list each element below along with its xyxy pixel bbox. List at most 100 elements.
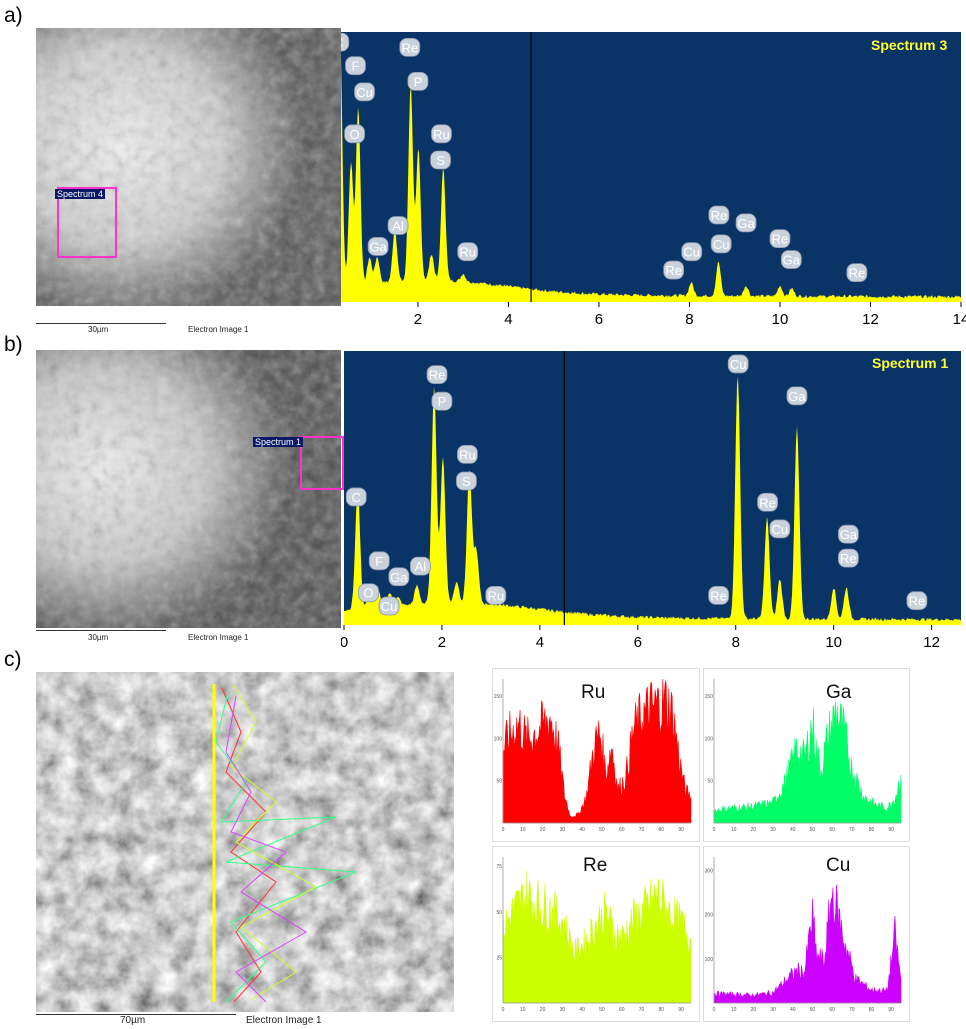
peak-label: S: [430, 150, 451, 170]
peak-label-text: Ga: [783, 253, 801, 268]
x-tick-label: 10: [520, 1007, 526, 1013]
y-tick-label: 50: [496, 910, 502, 916]
peak-label-text: Ru: [459, 245, 476, 260]
x-tick-label: 60: [829, 827, 835, 833]
x-tick-label: 80: [869, 827, 875, 833]
sem-image-a: [36, 28, 341, 321]
panel-label-b: b): [4, 333, 23, 356]
peak-label-text: C: [341, 35, 343, 50]
y-tick-label: 25: [496, 955, 502, 961]
y-tick-label: 100: [705, 957, 714, 963]
profile-fill: [713, 701, 902, 824]
sem-image-c: [36, 672, 454, 1012]
peak-label-text: P: [414, 74, 423, 89]
peak-label: F: [345, 56, 366, 76]
image-caption: Electron Image 1: [188, 633, 249, 642]
peak-label: Ga: [786, 386, 808, 406]
peak-label: Ga: [735, 213, 757, 233]
x-tick-label: 30: [770, 1007, 776, 1013]
peak-label: Al: [387, 216, 409, 235]
x-tick-label: 2: [438, 634, 446, 650]
peak-label-text: Al: [415, 559, 427, 574]
peak-label-text: S: [462, 474, 471, 489]
peak-label: Re: [769, 229, 791, 249]
peak-label: Cu: [769, 519, 791, 539]
peak-label-text: Re: [772, 232, 789, 247]
spectrum-title: Spectrum 3: [871, 37, 948, 53]
y-tick-label: 150: [494, 694, 503, 700]
x-tick-label: 12: [862, 311, 879, 328]
image-caption: Electron Image 1: [188, 325, 249, 334]
peak-label: Ru: [457, 242, 479, 262]
peak-label-text: F: [352, 59, 360, 74]
peak-label: C: [341, 32, 350, 52]
x-tick-label: 2: [414, 311, 422, 328]
peak-label-text: O: [363, 586, 373, 601]
x-tick-label: 30: [560, 1007, 566, 1013]
peak-label: O: [358, 583, 379, 603]
peak-label-text: Ru: [459, 447, 476, 462]
line-profile-ru: 0 10 20 30 40 50 60 70 80 90 50 100 150: [492, 668, 700, 842]
x-tick-label: 10: [731, 1007, 737, 1013]
peak-label: Re: [906, 591, 928, 611]
peak-label-text: P: [438, 394, 447, 409]
line-profile-ga: 0 10 20 30 40 50 60 70 80 90 50 100 150: [703, 668, 910, 842]
y-tick-label: 50: [496, 779, 502, 785]
x-tick-label: 30: [770, 827, 776, 833]
x-axis-b: 0 2 4 6 8 10 12: [341, 625, 940, 650]
peak-label: O: [344, 124, 365, 144]
peak-label-text: Re: [840, 551, 857, 566]
x-tick-label: 8: [685, 311, 693, 328]
peak-label: Ga: [367, 237, 389, 256]
peak-label-text: Al: [392, 219, 404, 234]
peak-label-text: Ga: [737, 216, 755, 231]
x-tick-label: 50: [599, 1007, 605, 1013]
x-tick-label: 80: [659, 827, 665, 833]
x-tick-label: 0: [502, 1007, 505, 1013]
x-tick-label: 40: [579, 827, 585, 833]
x-tick-label: 10: [772, 311, 789, 328]
x-tick-label: 80: [659, 1007, 665, 1013]
peak-label: P: [431, 391, 453, 411]
x-tick-label: 40: [790, 1007, 796, 1013]
y-tick-label: 75: [496, 864, 502, 870]
peak-label-text: Ru: [433, 127, 450, 142]
peak-label-text: Ga: [390, 570, 408, 585]
roi-box-spectrum-1: [300, 436, 344, 490]
peak-label: Re: [399, 37, 421, 57]
peak-label: Re: [708, 585, 730, 605]
peak-label-text: Cu: [713, 237, 730, 252]
x-tick-label: 70: [639, 827, 645, 833]
peak-label-text: O: [350, 127, 360, 142]
scale-bar: [36, 323, 166, 324]
scale-bar: [36, 1014, 236, 1015]
peak-label: Ga: [388, 567, 410, 587]
peak-label: F: [368, 551, 390, 571]
x-tick-label: 50: [810, 827, 816, 833]
x-tick-label: 70: [639, 1007, 645, 1013]
y-tick-label: 50: [707, 779, 713, 785]
peak-label: Ga: [837, 524, 859, 544]
x-tick-label: 20: [751, 827, 757, 833]
spectrum-fill: [344, 376, 961, 625]
peak-label-text: Re: [710, 588, 727, 603]
x-tick-label: 90: [678, 827, 684, 833]
peak-label-text: S: [436, 153, 445, 168]
x-tick-label: 14: [953, 311, 966, 328]
x-tick-label: 10: [520, 827, 526, 833]
x-tick-label: 6: [634, 634, 642, 650]
peak-label: Re: [426, 365, 448, 384]
eds-spectrum-a-plot: COFCuGaAlRePRuSRuReCuReCuGaReGaRe: [341, 32, 961, 302]
eds-spectrum-b: C O F Cu Ga Al Re P Ru S Ru Re Cu Re Cu Ga Ga Re Re: [344, 351, 961, 625]
peak-label-text: Re: [909, 594, 926, 609]
spectrum-fill: [341, 56, 961, 302]
peak-label-text: Re: [401, 40, 418, 55]
peak-label-text: Ru: [487, 588, 504, 603]
y-tick-label: 100: [494, 736, 503, 742]
x-tick-label: 0: [713, 1007, 716, 1013]
peak-label-text: Ga: [788, 389, 806, 404]
peak-label-text: Cu: [772, 522, 789, 537]
x-tick-label: 4: [504, 311, 512, 328]
profile-fill: [502, 678, 692, 824]
peak-label: Ga: [780, 250, 802, 269]
